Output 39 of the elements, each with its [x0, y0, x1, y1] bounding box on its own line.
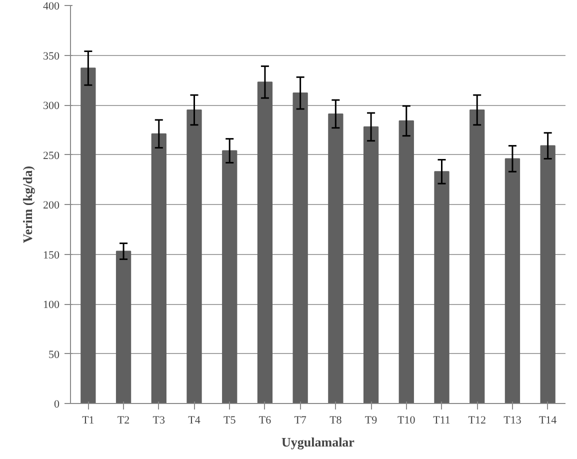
- x-tick-label: T2: [117, 414, 130, 426]
- bar: [292, 92, 308, 404]
- x-tick-label: T9: [364, 414, 378, 426]
- bar: [257, 82, 273, 404]
- x-tick-label: T13: [504, 414, 522, 426]
- bar: [186, 109, 202, 404]
- x-tick-label: T8: [330, 414, 342, 426]
- bar: [470, 109, 485, 404]
- x-tick-label: T4: [188, 414, 201, 426]
- y-tick-label: 50: [48, 348, 60, 361]
- y-tick-label: 400: [43, 0, 60, 12]
- y-tick-label: 300: [43, 100, 60, 112]
- x-tick-label: T12: [468, 414, 486, 426]
- x-tick-label: T3: [152, 414, 166, 426]
- x-tick-label: T1: [82, 414, 94, 426]
- x-tick-label: T10: [398, 414, 416, 426]
- bar: [80, 68, 96, 404]
- bar: [363, 126, 379, 404]
- x-tick-label: T7: [294, 414, 307, 426]
- bar: [328, 113, 344, 404]
- bar: [504, 158, 520, 404]
- bar: [116, 250, 132, 404]
- bar: [540, 145, 556, 404]
- y-tick-label: 150: [43, 249, 60, 262]
- x-tick-label: T6: [258, 414, 272, 426]
- bar: [222, 150, 238, 404]
- y-axis-title: Verim (kg/da): [20, 166, 35, 244]
- x-tick-label: T5: [224, 414, 236, 426]
- x-tick-label: T11: [433, 414, 450, 426]
- y-tick-label: 0: [54, 398, 60, 410]
- y-tick-label: 250: [43, 150, 60, 162]
- bar: [434, 171, 450, 404]
- y-tick-label: 100: [43, 299, 60, 311]
- bar: [151, 133, 166, 404]
- y-tick-label: 350: [43, 50, 60, 62]
- x-tick-label: T14: [538, 414, 558, 426]
- x-axis-title: Uygulamalar: [282, 434, 355, 450]
- bar: [398, 120, 414, 404]
- y-tick-label: 200: [43, 200, 60, 212]
